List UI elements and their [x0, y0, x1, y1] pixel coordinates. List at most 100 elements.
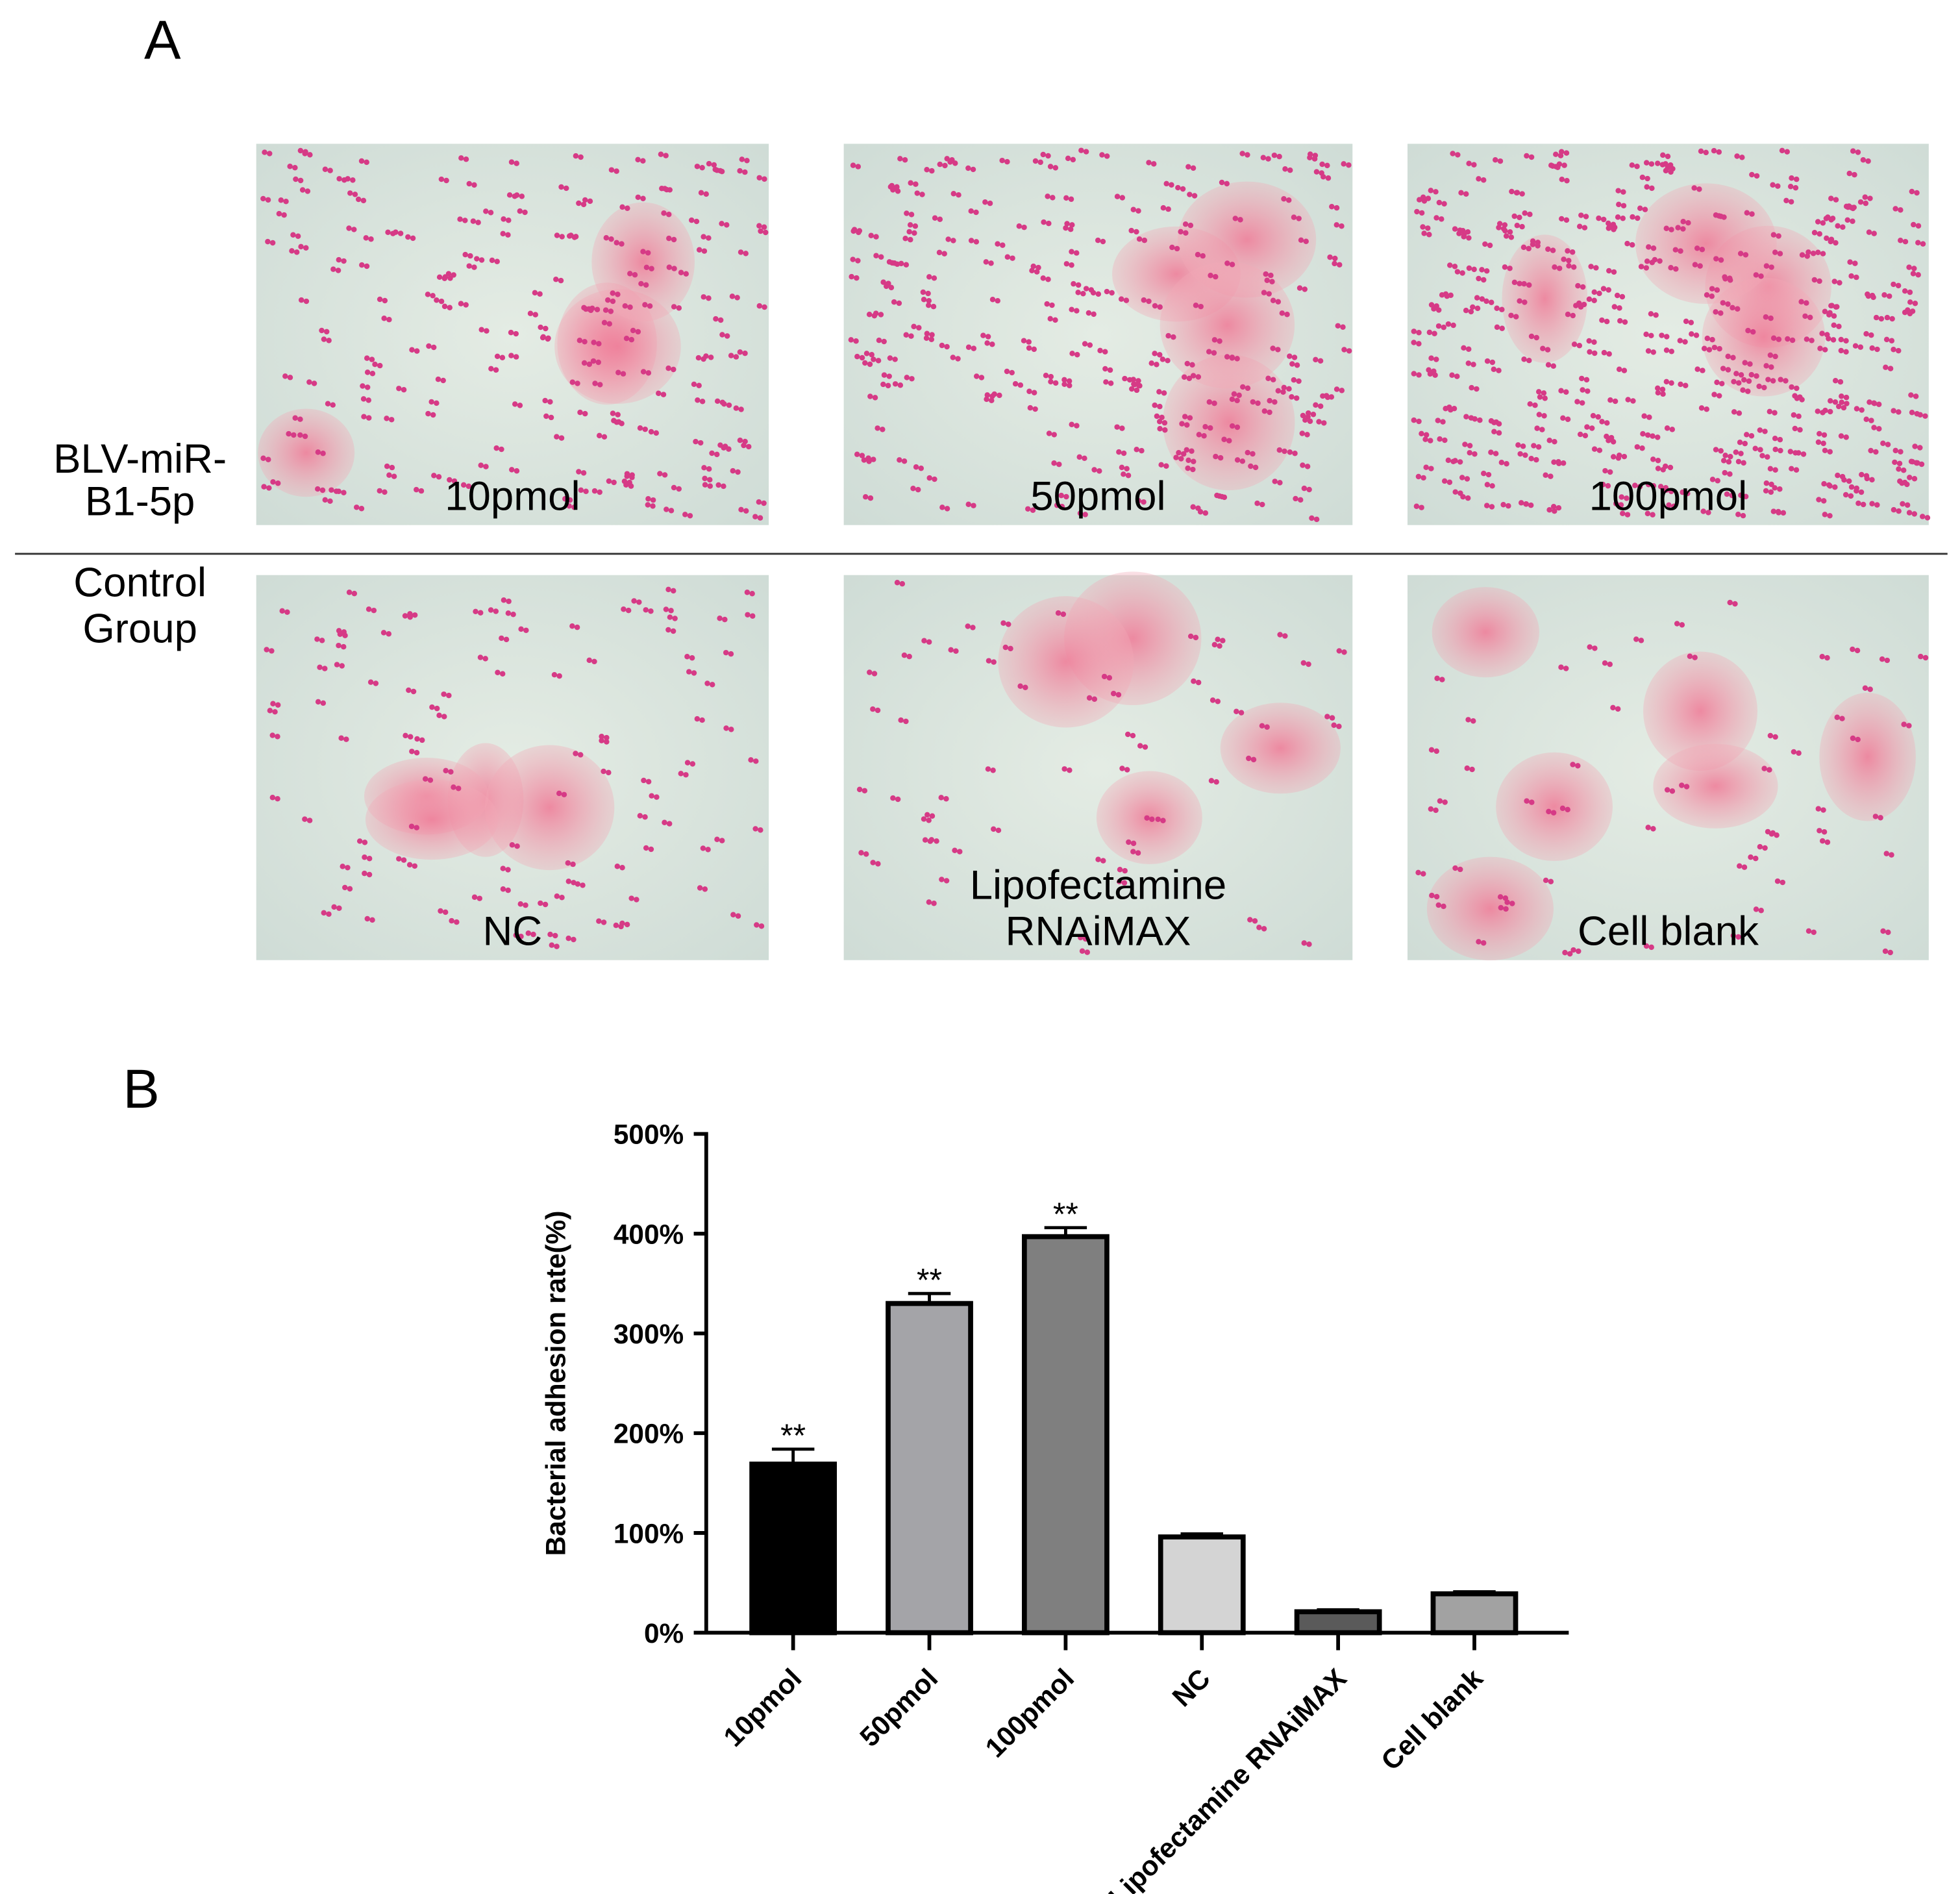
bacteria — [643, 264, 650, 271]
bacteria — [1736, 410, 1743, 416]
bacteria — [1596, 215, 1602, 221]
bacteria — [665, 586, 671, 593]
bacteria — [1191, 193, 1198, 199]
bacteria — [350, 177, 356, 183]
bacteria — [460, 482, 467, 488]
bacteria — [1185, 164, 1191, 170]
bacteria — [1593, 265, 1599, 271]
bacteria — [1867, 399, 1872, 405]
bacteria — [1146, 298, 1152, 305]
bacteria — [1130, 849, 1136, 854]
bacteria — [1165, 206, 1171, 212]
bacteria — [551, 671, 558, 678]
bacteria — [861, 457, 867, 463]
bacteria — [1040, 151, 1047, 158]
bacteria — [1843, 349, 1849, 355]
bacteria — [364, 369, 371, 375]
bacteria — [1820, 251, 1826, 256]
bacteria — [868, 232, 875, 238]
bacteria — [1844, 401, 1850, 406]
bacteria — [1428, 438, 1433, 443]
bacteria — [1730, 355, 1736, 361]
bacteria — [700, 845, 706, 851]
bacteria — [953, 648, 959, 654]
bacteria — [1082, 936, 1089, 942]
bacteria — [910, 486, 916, 492]
bacteria — [1067, 767, 1073, 773]
bacteria — [873, 253, 879, 259]
bacteria — [1570, 947, 1576, 953]
bacteria — [320, 451, 326, 456]
bacteria — [1700, 368, 1706, 373]
bar — [1158, 1534, 1246, 1636]
bacteria — [1837, 280, 1842, 286]
bacteria — [1032, 406, 1038, 412]
bacteria — [706, 295, 712, 301]
micrograph — [1407, 575, 1929, 961]
bacteria — [1546, 506, 1552, 513]
bacteria — [381, 316, 387, 321]
bacteria — [1616, 201, 1622, 208]
bacteria — [1556, 161, 1563, 167]
bacteria — [500, 231, 506, 237]
bacteria — [364, 159, 369, 166]
bacteria — [859, 453, 865, 458]
bacteria — [1128, 227, 1134, 234]
bacteria — [1341, 161, 1346, 167]
bacteria — [380, 630, 387, 636]
bacteria — [1607, 397, 1613, 403]
bacteria — [1025, 506, 1031, 512]
bacteria — [1696, 186, 1702, 192]
bacteria — [1109, 290, 1115, 296]
bacteria — [1506, 503, 1511, 509]
bacteria — [1588, 264, 1594, 269]
bacteria — [284, 609, 290, 616]
bacteria — [928, 336, 935, 342]
bacteria — [1186, 375, 1193, 381]
bacteria — [1834, 304, 1840, 310]
bacteria — [919, 192, 925, 197]
bacteria — [1772, 734, 1778, 740]
bacteria — [1767, 732, 1774, 739]
bacteria — [1299, 430, 1306, 436]
micrograph — [843, 143, 1353, 525]
bacteria — [1119, 425, 1125, 431]
bacteria — [702, 886, 708, 892]
bacteria — [1480, 940, 1487, 946]
bacteria — [1579, 400, 1585, 406]
bacteria — [1843, 394, 1850, 401]
bacteria — [1122, 375, 1128, 382]
bacteria — [1655, 390, 1661, 396]
bacteria — [1591, 297, 1597, 303]
bacteria — [1334, 386, 1340, 392]
bacteria — [1591, 289, 1597, 295]
bacteria — [1742, 440, 1748, 447]
bacteria — [1858, 489, 1865, 495]
bacteria — [1468, 308, 1474, 315]
bacteria — [670, 628, 676, 634]
bacteria — [408, 823, 415, 830]
bacteria — [1195, 251, 1201, 258]
bacteria — [1645, 348, 1652, 354]
bacteria — [1234, 356, 1240, 362]
bacteria — [1180, 451, 1187, 457]
bacteria — [1733, 449, 1739, 455]
bacteria — [414, 736, 420, 742]
bacteria — [1649, 185, 1655, 192]
bacteria — [1896, 460, 1903, 467]
bacteria — [1848, 205, 1855, 211]
bacteria — [1339, 223, 1345, 229]
bacteria — [642, 426, 648, 432]
bacteria — [1507, 266, 1513, 271]
bacteria — [1125, 731, 1131, 738]
bacteria — [647, 303, 653, 309]
bacteria — [559, 234, 565, 240]
bacteria — [1713, 309, 1718, 315]
bacteria — [1613, 501, 1619, 506]
image-label: 10pmol — [445, 473, 580, 519]
bacteria — [366, 855, 373, 862]
bacteria — [1770, 232, 1777, 238]
bacteria — [735, 913, 741, 919]
bacteria — [1191, 678, 1197, 684]
bacteria — [1659, 162, 1666, 168]
